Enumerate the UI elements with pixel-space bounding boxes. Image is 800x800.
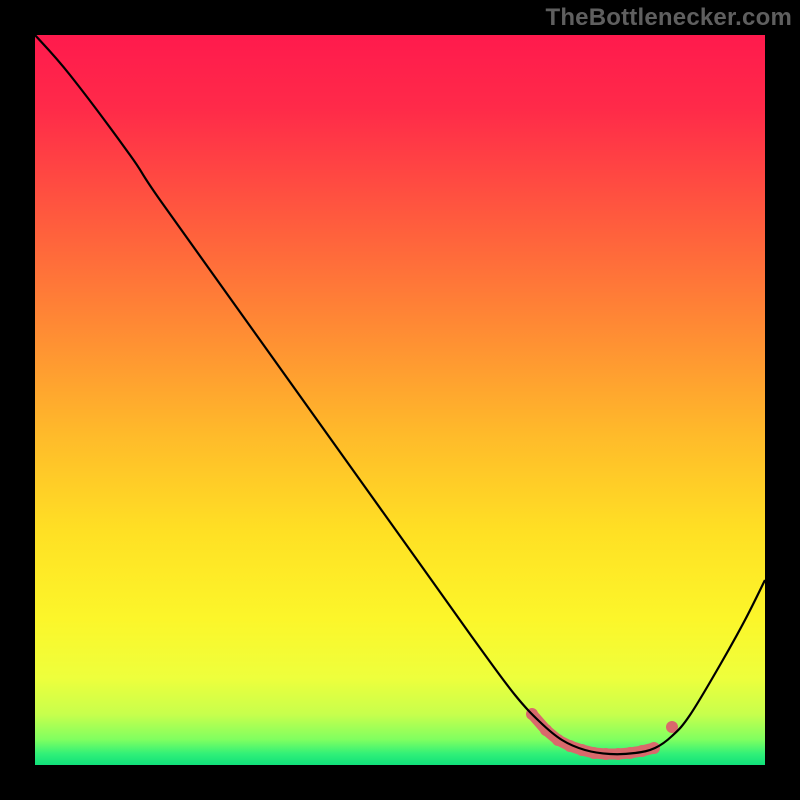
bottleneck-chart — [0, 0, 800, 800]
watermark-text: TheBottlenecker.com — [545, 4, 792, 32]
chart-container: TheBottlenecker.com — [0, 0, 800, 800]
plot-background — [35, 35, 765, 765]
